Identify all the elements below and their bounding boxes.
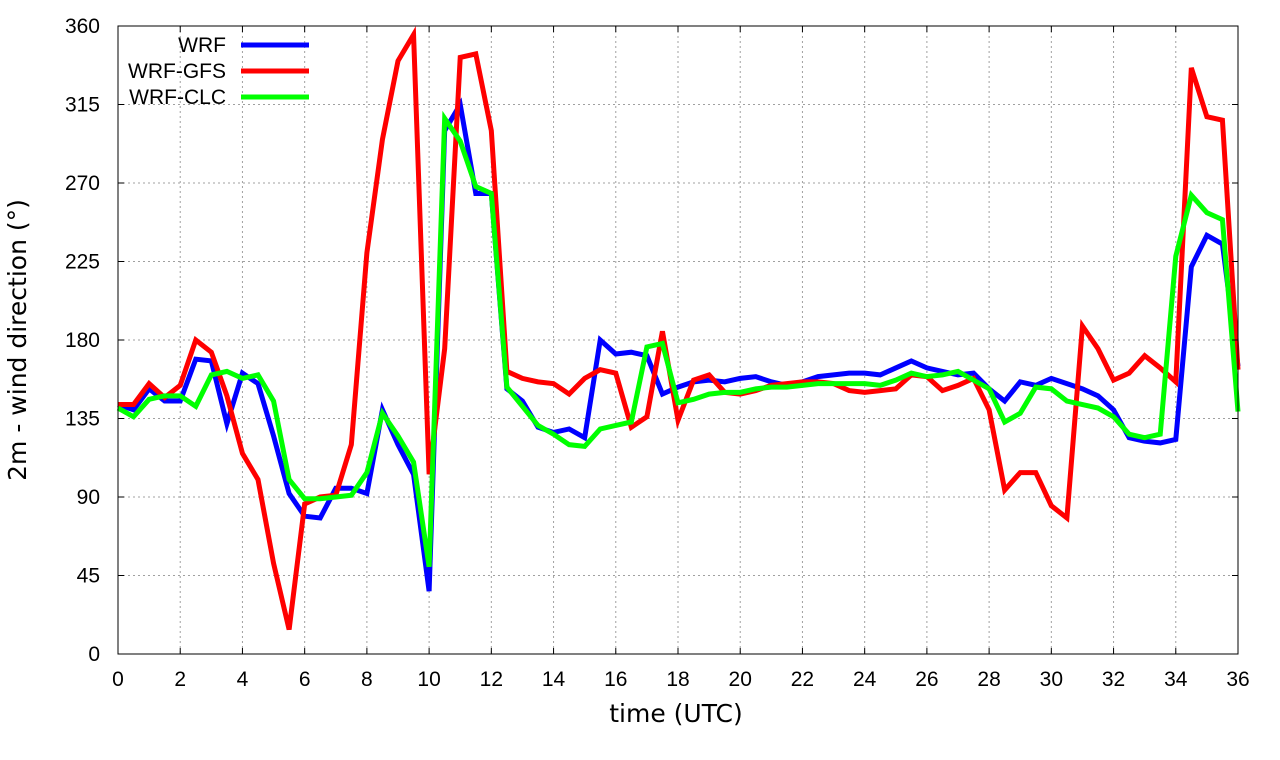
y-tick-label: 180	[65, 329, 100, 352]
x-tick-labels: 0 2 4 6 8 10 12 14 16 18 20 22 24 26 28 30 32 34 36	[112, 668, 1250, 691]
y-tick-label: 135	[65, 408, 100, 431]
x-tick-label: 0	[112, 668, 124, 691]
x-tick-label: 6	[299, 668, 311, 691]
x-tick-label: 8	[361, 668, 373, 691]
x-tick-label: 4	[237, 668, 249, 691]
x-tick-label: 18	[666, 668, 689, 691]
x-tick-label: 34	[1164, 668, 1188, 691]
y-tick-label: 90	[77, 486, 100, 509]
y-tick-labels: 0 45 90 135 180 225 270 315 360	[65, 15, 100, 666]
x-tick-label: 32	[1102, 668, 1125, 691]
grid	[118, 26, 1238, 654]
y-tick-label: 45	[77, 565, 100, 588]
legend-label-wrf-gfs: WRF-GFS	[128, 60, 226, 83]
x-tick-label: 10	[417, 668, 440, 691]
x-tick-label: 28	[977, 668, 1000, 691]
y-axis-label: 2m - wind direction (°)	[3, 199, 32, 481]
axis-ticks	[117, 25, 1239, 655]
legend-label-wrf-clc: WRF-CLC	[129, 86, 226, 109]
x-tick-label: 26	[915, 668, 938, 691]
series-line-wrf-gfs	[118, 26, 1241, 631]
y-tick-label: 270	[65, 172, 100, 195]
y-tick-label: 225	[65, 251, 100, 274]
y-tick-label: 315	[65, 94, 100, 117]
series-lines	[116, 26, 1241, 631]
x-tick-label: 14	[542, 668, 566, 691]
x-tick-label: 12	[480, 668, 503, 691]
x-axis-label: time (UTC)	[609, 699, 743, 728]
legend: WRF WRF-GFS WRF-CLC	[128, 34, 309, 109]
x-tick-label: 2	[174, 668, 186, 691]
series-line-wrf-clc	[116, 110, 1241, 568]
x-tick-label: 16	[604, 668, 627, 691]
x-tick-label: 22	[791, 668, 814, 691]
x-tick-label: 36	[1226, 668, 1249, 691]
x-tick-label: 30	[1040, 668, 1063, 691]
y-tick-label: 0	[88, 643, 100, 666]
y-tick-label: 360	[65, 15, 100, 38]
x-tick-label: 24	[853, 668, 877, 691]
legend-label-wrf: WRF	[178, 34, 226, 57]
x-tick-label: 20	[729, 668, 752, 691]
